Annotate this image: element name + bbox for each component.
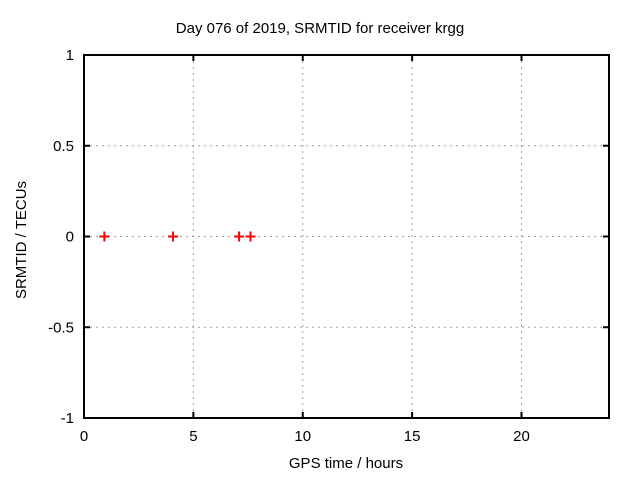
y-tick-label: 1 (66, 47, 74, 64)
x-tick-label: 20 (513, 428, 530, 445)
data-point-marker (168, 231, 179, 242)
y-tick-label: -0.5 (48, 319, 74, 336)
data-point-marker (234, 231, 245, 242)
y-tick-label: 0.5 (53, 138, 74, 155)
chart-title: Day 076 of 2019, SRMTID for receiver krg… (176, 20, 464, 37)
y-axis-label: SRMTID / TECUs (13, 181, 30, 299)
x-tick-label: 15 (404, 428, 421, 445)
plot-layer: 0 5 10 15 20 -1 -0.5 0 0.5 1 (48, 47, 610, 445)
x-tick-label: 0 (80, 428, 88, 445)
data-point-marker (99, 231, 110, 242)
x-tick-label: 5 (189, 428, 197, 445)
y-tick-label: -1 (61, 410, 74, 427)
x-axis-label: GPS time / hours (289, 455, 403, 472)
y-tick-label: 0 (66, 229, 74, 246)
data-point-marker (245, 231, 256, 242)
x-tick-label: 10 (294, 428, 311, 445)
